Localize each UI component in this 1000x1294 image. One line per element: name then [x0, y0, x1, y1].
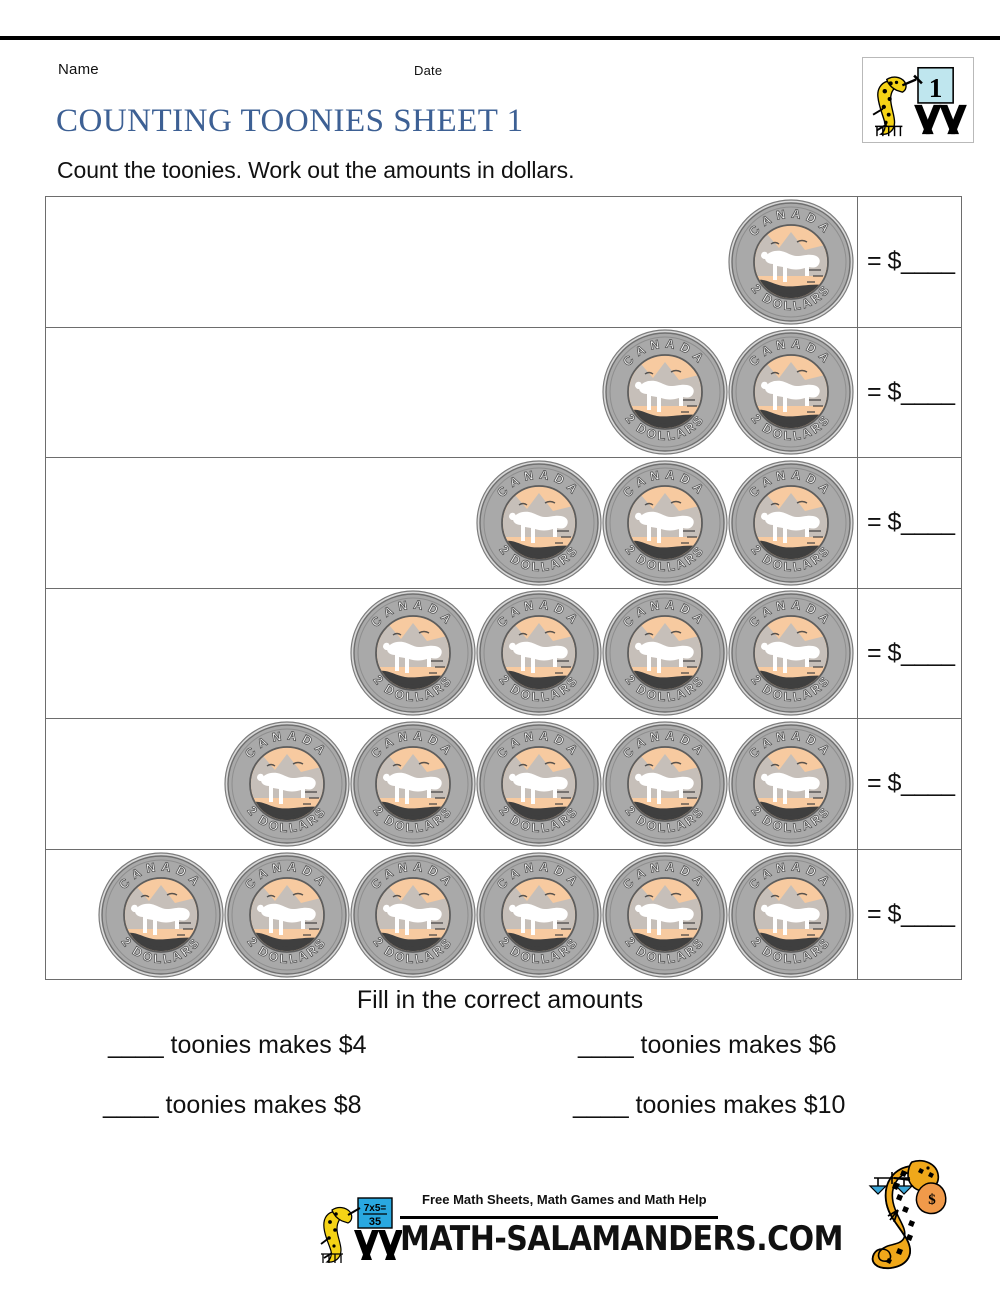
grade-level-badge: 1	[862, 57, 974, 143]
footer-logo: 7x5= 35 F	[318, 1192, 843, 1264]
coins-cell: CANADA 2 DOLLARS	[46, 850, 857, 981]
table-row: CANADA 2 DOLLARS	[46, 849, 961, 981]
toonie-coin: CANADA 2 DOLLARS	[727, 720, 855, 848]
salamander-grade-icon: 1	[872, 66, 967, 137]
answer-blank[interactable]: = $____	[867, 900, 955, 929]
toonie-coin-graphic: CANADA 2 DOLLARS	[602, 329, 728, 455]
coins-cell: CANADA 2 DOLLARS	[46, 328, 857, 458]
footer-divider	[400, 1216, 718, 1219]
answer-cell[interactable]: = $____	[857, 197, 961, 327]
toonie-coin-graphic: CANADA 2 DOLLARS	[728, 199, 854, 325]
table-row: CANADA 2 DOLLARS	[46, 327, 961, 458]
toonie-coin-graphic: CANADA 2 DOLLARS	[224, 852, 350, 978]
toonie-coin-graphic: CANADA 2 DOLLARS	[350, 590, 476, 716]
salamander-scales-icon: $	[868, 1159, 947, 1270]
toonie-coin-graphic: CANADA 2 DOLLARS	[602, 460, 728, 586]
toonie-coin: CANADA 2 DOLLARS	[475, 720, 603, 848]
toonie-coin: CANADA 2 DOLLARS	[97, 851, 225, 979]
answer-cell[interactable]: = $____	[857, 588, 961, 718]
coins-cell: CANADA 2 DOLLARS	[46, 197, 857, 327]
toonie-coin-graphic: CANADA 2 DOLLARS	[602, 590, 728, 716]
toonie-coin-graphic: CANADA 2 DOLLARS	[350, 852, 476, 978]
toonie-coin-graphic: CANADA 2 DOLLARS	[476, 721, 602, 847]
svg-text:$: $	[928, 1192, 936, 1208]
fill-in-question-1: ____ toonies makes $4	[108, 1031, 367, 1059]
toonie-coin: CANADA 2 DOLLARS	[601, 589, 729, 717]
fill-in-question-2: ____ toonies makes $6	[578, 1031, 837, 1059]
date-label: Date	[414, 63, 443, 78]
coins-cell: CANADA 2 DOLLARS	[46, 589, 857, 719]
worksheet-table: CANADA 2 DOLLARS = $____	[45, 196, 962, 980]
fill-in-question-4: ____ toonies makes $10	[573, 1091, 846, 1119]
table-row: CANADA 2 DOLLARS = $____	[46, 197, 961, 328]
footer-tagline: Free Math Sheets, Math Games and Math He…	[422, 1192, 707, 1207]
fill-in-question-3: ____ toonies makes $8	[103, 1091, 362, 1119]
toonie-coin: CANADA 2 DOLLARS	[349, 851, 477, 979]
answer-cell[interactable]: = $____	[857, 327, 961, 457]
name-label: Name	[58, 61, 99, 78]
toonie-coin-graphic: CANADA 2 DOLLARS	[98, 852, 224, 978]
answer-blank[interactable]: = $____	[867, 377, 955, 406]
toonie-coin: CANADA 2 DOLLARS	[475, 851, 603, 979]
toonie-coin-graphic: CANADA 2 DOLLARS	[728, 721, 854, 847]
coins-cell: CANADA 2 DOLLARS	[46, 458, 857, 588]
toonie-coin: CANADA 2 DOLLARS	[727, 589, 855, 717]
coins-cell: CANADA 2 DOLLARS	[46, 719, 857, 849]
instruction-text: Count the toonies. Work out the amounts …	[57, 157, 575, 183]
toonie-coin: CANADA 2 DOLLARS	[349, 720, 477, 848]
toonie-coin-graphic: CANADA 2 DOLLARS	[350, 721, 476, 847]
toonie-coin-graphic: CANADA 2 DOLLARS	[728, 590, 854, 716]
toonie-coin: CANADA 2 DOLLARS	[727, 198, 855, 326]
toonie-coin: CANADA 2 DOLLARS	[601, 720, 729, 848]
salamander-money-illustration: $	[848, 1148, 978, 1280]
toonie-coin-graphic: CANADA 2 DOLLARS	[476, 590, 602, 716]
answer-blank[interactable]: = $____	[867, 508, 955, 537]
toonie-coin: CANADA 2 DOLLARS	[727, 459, 855, 587]
toonie-coin: CANADA 2 DOLLARS	[727, 328, 855, 456]
table-row: CANADA 2 DOLLARS	[46, 588, 961, 719]
toonie-coin-graphic: CANADA 2 DOLLARS	[476, 852, 602, 978]
toonie-coin: CANADA 2 DOLLARS	[475, 459, 603, 587]
page-title: COUNTING TOONIES SHEET 1	[56, 103, 524, 139]
footer-domain: MATH-SALAMANDERS.COM	[400, 1220, 843, 1260]
svg-text:35: 35	[369, 1216, 381, 1228]
fill-in-heading: Fill in the correct amounts	[356, 986, 644, 1014]
toonie-coin: CANADA 2 DOLLARS	[223, 720, 351, 848]
toonie-coin-graphic: CANADA 2 DOLLARS	[602, 852, 728, 978]
toonie-coin: CANADA 2 DOLLARS	[349, 589, 477, 717]
answer-cell[interactable]: = $____	[857, 719, 961, 849]
toonie-coin: CANADA 2 DOLLARS	[601, 328, 729, 456]
svg-text:7x5=: 7x5=	[364, 1203, 387, 1214]
svg-text:1: 1	[929, 73, 943, 103]
toonie-coin-graphic: CANADA 2 DOLLARS	[728, 460, 854, 586]
answer-blank[interactable]: = $____	[867, 247, 955, 276]
toonie-coin-graphic: CANADA 2 DOLLARS	[476, 460, 602, 586]
toonie-coin-graphic: CANADA 2 DOLLARS	[728, 329, 854, 455]
answer-cell[interactable]: = $____	[857, 849, 961, 980]
answer-blank[interactable]: = $____	[867, 769, 955, 798]
toonie-coin: CANADA 2 DOLLARS	[223, 851, 351, 979]
toonie-coin: CANADA 2 DOLLARS	[727, 851, 855, 979]
answer-cell[interactable]: = $____	[857, 458, 961, 588]
table-row: CANADA 2 DOLLARS	[46, 719, 961, 850]
page-top-rule	[0, 36, 1000, 40]
toonie-coin-graphic: CANADA 2 DOLLARS	[602, 721, 728, 847]
table-row: CANADA 2 DOLLARS	[46, 458, 961, 589]
toonie-coin-graphic: CANADA 2 DOLLARS	[728, 852, 854, 978]
toonie-coin: CANADA 2 DOLLARS	[601, 459, 729, 587]
footer-salamander-icon: 7x5= 35	[320, 1197, 402, 1263]
toonie-coin-graphic: CANADA 2 DOLLARS	[224, 721, 350, 847]
answer-blank[interactable]: = $____	[867, 638, 955, 667]
toonie-coin: CANADA 2 DOLLARS	[601, 851, 729, 979]
toonie-coin: CANADA 2 DOLLARS	[475, 589, 603, 717]
